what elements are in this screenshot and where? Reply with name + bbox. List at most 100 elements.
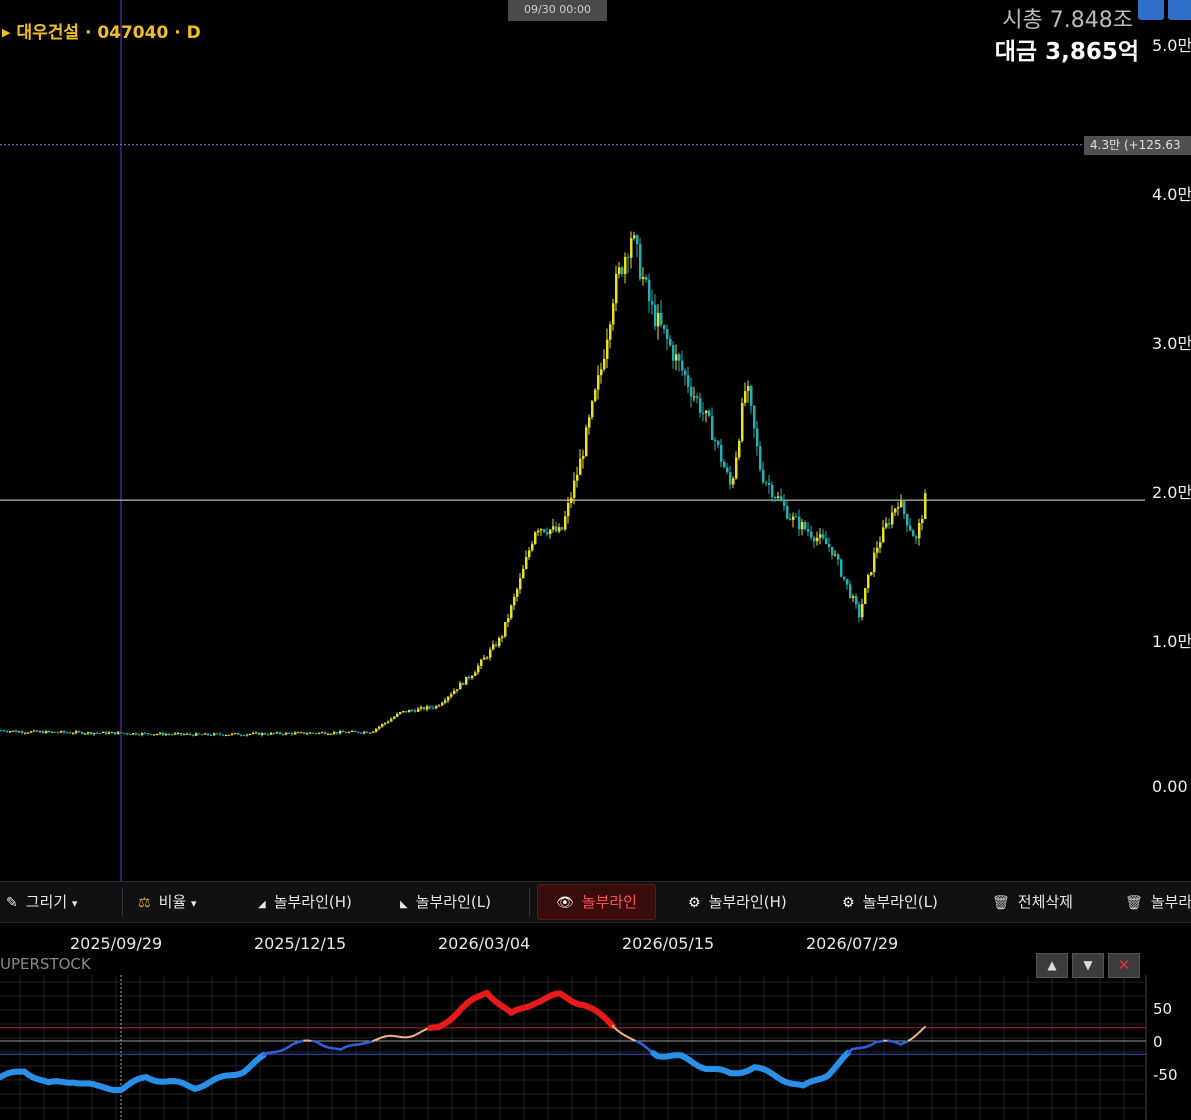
candle-body xyxy=(471,675,474,679)
candle-body xyxy=(99,732,102,734)
line-low-label: 놀부라인(L) xyxy=(415,893,491,911)
delete-all-button[interactable]: 🗑 전체삭제 xyxy=(992,882,1073,922)
candle-body xyxy=(129,734,132,736)
candle-body xyxy=(108,732,111,734)
candle-body xyxy=(327,733,330,735)
candle-body xyxy=(786,505,789,519)
indicator-axis-label: -50 xyxy=(1153,1066,1178,1084)
candle-body xyxy=(783,501,786,506)
price-axis-label: 2.0만 xyxy=(1152,483,1191,502)
line-high-settings-button[interactable]: ⚙ 놀부라인(H) xyxy=(688,882,787,922)
date-axis-label: 2026/05/15 xyxy=(622,934,715,953)
candle-body xyxy=(717,440,720,446)
candle-body xyxy=(537,530,540,533)
candle-body xyxy=(84,733,87,735)
line-high-button[interactable]: ◢ 놀부라인(H) xyxy=(258,882,352,922)
candle-body xyxy=(588,417,591,428)
candle-body xyxy=(54,731,57,733)
candle-body xyxy=(69,732,72,734)
candle-body xyxy=(726,467,729,473)
candle-body xyxy=(294,732,297,735)
indicator-down-button[interactable]: ▼ xyxy=(1072,953,1104,978)
line-low-settings-button[interactable]: ⚙ 놀부라인(L) xyxy=(842,882,938,922)
candle-body xyxy=(21,731,24,733)
trash-icon: 🗑 xyxy=(1125,895,1143,911)
candle-body xyxy=(423,707,426,710)
panel-button-2[interactable] xyxy=(1168,0,1191,20)
candle-body xyxy=(285,732,288,735)
delete-line-button[interactable]: 🗑 놀부라 xyxy=(1125,882,1191,922)
candle-body xyxy=(279,732,282,734)
candle-body xyxy=(273,732,276,734)
candle-body xyxy=(282,733,285,735)
candle-body xyxy=(126,733,129,735)
candle-body xyxy=(561,527,564,530)
candle-body xyxy=(93,732,96,735)
indicator-close-button[interactable]: ✕ xyxy=(1108,953,1140,978)
price-axis-label: 4.0만 xyxy=(1152,185,1191,204)
candle-body xyxy=(168,734,171,736)
delete-all-label: 전체삭제 xyxy=(1017,893,1073,911)
candle-body xyxy=(861,603,864,618)
candle-body xyxy=(225,734,228,736)
indicator-up-button[interactable]: ▲ xyxy=(1036,953,1068,978)
candle-body xyxy=(801,522,804,530)
candle-body xyxy=(516,589,519,597)
candle-body xyxy=(15,730,18,733)
draw-tool-label: 그리기 xyxy=(25,893,68,911)
trash-icon: 🗑 xyxy=(992,895,1010,911)
date-axis-label: 2025/12/15 xyxy=(254,934,347,953)
candle-body xyxy=(723,461,726,468)
candle-body xyxy=(276,732,279,734)
candle-body xyxy=(204,733,207,735)
candle-body xyxy=(513,596,516,606)
candle-body xyxy=(63,731,66,733)
candle-body xyxy=(201,734,204,736)
candle-body xyxy=(180,732,183,735)
candle-body xyxy=(420,707,423,709)
panel-button-1[interactable] xyxy=(1138,0,1164,20)
candle-body xyxy=(543,529,546,533)
candle-body xyxy=(504,622,507,637)
candle-body xyxy=(441,702,444,706)
candle-body xyxy=(435,705,438,709)
candle-body xyxy=(570,497,573,503)
candle-body xyxy=(705,410,708,414)
candle-body xyxy=(171,734,174,736)
candle-body xyxy=(378,726,381,729)
candle-body xyxy=(162,732,165,735)
candle-body xyxy=(216,733,219,735)
candle-body xyxy=(741,402,744,441)
symbol-title[interactable]: ▶ 대우건설 · 047040 · D xyxy=(2,18,201,43)
candle-body xyxy=(735,457,738,479)
candle-body xyxy=(915,536,918,539)
candle-body xyxy=(798,516,801,530)
candle-body xyxy=(666,329,669,340)
line-low-settings-label: 놀부라인(L) xyxy=(862,893,938,911)
line-view-toggle[interactable]: 👁 놀부라인 xyxy=(537,884,656,920)
indicator-axis-label: 0 xyxy=(1153,1033,1163,1051)
candle-body xyxy=(165,734,168,736)
candle-body xyxy=(219,733,222,735)
line-low-button[interactable]: ◣ 놀부라인(L) xyxy=(400,882,491,922)
candle-body xyxy=(642,277,645,280)
candle-body xyxy=(495,644,498,647)
candle-body xyxy=(348,731,351,733)
candle-body xyxy=(354,730,357,732)
candle-body xyxy=(612,303,615,325)
candle-body xyxy=(222,734,225,736)
candle-series xyxy=(0,231,927,737)
crosshair-time-tag: 09/30 00:00 xyxy=(508,0,607,21)
candle-body xyxy=(675,354,678,361)
candle-body xyxy=(618,267,621,274)
candle-body xyxy=(501,636,504,638)
draw-tool-button[interactable]: ✎ 그리기 ▾ xyxy=(6,882,77,922)
candle-body xyxy=(528,550,531,558)
candle-body xyxy=(402,710,405,713)
candle-body xyxy=(687,375,690,387)
candle-body xyxy=(405,710,408,713)
candle-body xyxy=(318,732,321,734)
candle-body xyxy=(315,733,318,735)
ratio-tool-button[interactable]: ⚖ 비율 ▾ xyxy=(138,882,196,922)
